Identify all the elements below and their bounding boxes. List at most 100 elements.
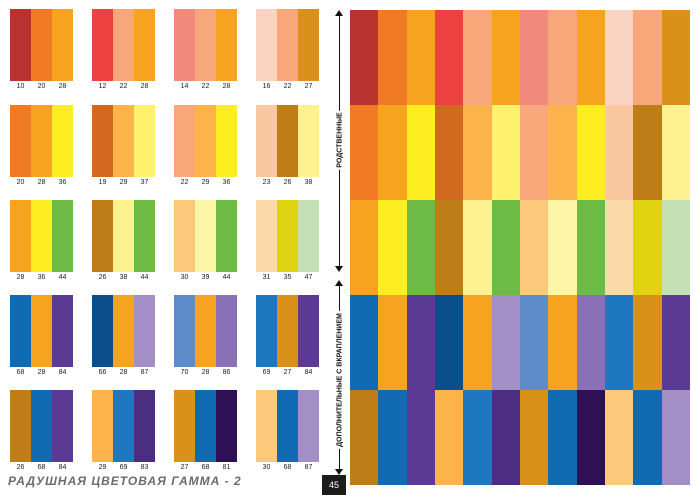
swatch-number: 35: [283, 274, 292, 281]
palette-cell: [406, 10, 435, 105]
swatch-number: 44: [140, 274, 149, 281]
palette-cell: [491, 105, 520, 200]
swatch-numbers: 22 29 36: [174, 178, 237, 188]
swatch-numbers: 28 36 44: [10, 273, 73, 283]
palette-cell: [491, 10, 520, 105]
palette-cell: [378, 295, 407, 390]
swatch-numbers: 27 68 81: [174, 463, 237, 473]
swatch-numbers: 70 28 86: [174, 368, 237, 378]
color-bar: [134, 105, 155, 177]
color-bar: [256, 295, 277, 367]
swatch-number: 20: [16, 179, 25, 186]
swatch-number: 23: [262, 179, 271, 186]
swatch-number: 27: [304, 83, 313, 90]
palette-cell: [605, 10, 634, 105]
color-bar: [195, 105, 216, 177]
swatch-numbers: 26 38 44: [92, 273, 155, 283]
color-bar: [256, 390, 277, 462]
color-bar: [113, 105, 134, 177]
color-bar: [174, 200, 195, 272]
swatch-number: 68: [16, 369, 25, 376]
color-bar: [31, 9, 52, 81]
swatch-number: 27: [180, 464, 189, 471]
palette-cell: [548, 200, 577, 295]
palette-cell: [520, 10, 549, 105]
palette-cell: [548, 390, 577, 485]
swatch-number: 68: [37, 464, 46, 471]
arrow-up-icon: [335, 280, 343, 286]
palette-cell: [378, 105, 407, 200]
palette-cell: [605, 390, 634, 485]
color-bar: [277, 390, 298, 462]
color-bar: [92, 9, 113, 81]
swatch-numbers: 31 35 47: [256, 273, 319, 283]
swatch-number: 86: [222, 369, 231, 376]
palette-cell: [463, 105, 492, 200]
color-bar: [92, 200, 113, 272]
color-bar: [10, 105, 31, 177]
color-bar: [52, 295, 73, 367]
swatch-number: 70: [180, 369, 189, 376]
color-bar: [10, 9, 31, 81]
swatch-number: 38: [304, 179, 313, 186]
swatch-number: 22: [119, 83, 128, 90]
color-bar: [298, 390, 319, 462]
swatch-number: 28: [201, 369, 210, 376]
swatch-number: 87: [140, 369, 149, 376]
color-bar: [10, 390, 31, 462]
color-bar: [277, 295, 298, 367]
color-bar: [31, 390, 52, 462]
swatch-number: 26: [283, 179, 292, 186]
label-complementary: ДОПОЛНИТЕЛЬНЫЕ С ВКРАПЛЕНИЕМ: [336, 311, 344, 449]
palette-cell: [350, 105, 379, 200]
color-bar: [298, 9, 319, 81]
palette-cell: [378, 200, 407, 295]
side-labels: РОДСТВЕННЫЕ ДОПОЛНИТЕЛЬНЫЕ С ВКРАПЛЕНИЕМ: [332, 10, 348, 475]
color-bar: [277, 9, 298, 81]
palette-cell: [520, 390, 549, 485]
swatch-number: 12: [98, 83, 107, 90]
color-bar: [174, 9, 195, 81]
color-swatch: [10, 105, 73, 177]
swatch-number: 27: [283, 369, 292, 376]
color-bar: [195, 295, 216, 367]
color-swatch: [10, 295, 73, 367]
palette-cell: [661, 390, 690, 485]
palette-cell: [435, 390, 464, 485]
color-bar: [134, 200, 155, 272]
color-swatch: [92, 9, 155, 81]
color-swatch: [256, 200, 319, 272]
color-bar: [174, 390, 195, 462]
swatch-numbers: 19 29 37: [92, 178, 155, 188]
palette-cell: [605, 105, 634, 200]
color-bar: [174, 295, 195, 367]
color-swatch: [174, 390, 237, 462]
palette-cell: [576, 295, 605, 390]
palette-cell: [633, 295, 662, 390]
swatch-numbers: 12 22 28: [92, 82, 155, 92]
palette-cell: [378, 390, 407, 485]
color-bar: [113, 9, 134, 81]
palette-cell: [548, 105, 577, 200]
swatch-number: 69: [119, 464, 128, 471]
combined-palette-grid: [350, 10, 690, 485]
swatch-numbers: 30 68 87: [256, 463, 319, 473]
color-bar: [134, 390, 155, 462]
swatch-number: 28: [58, 83, 67, 90]
swatch-number: 83: [140, 464, 149, 471]
color-bar: [298, 200, 319, 272]
swatch-number: 28: [140, 83, 149, 90]
palette-cell: [633, 390, 662, 485]
color-swatch: [174, 200, 237, 272]
swatch-number: 20: [37, 83, 46, 90]
swatch-number: 44: [222, 274, 231, 281]
color-bar: [216, 9, 237, 81]
palette-cell: [576, 105, 605, 200]
swatch-numbers: 23 26 38: [256, 178, 319, 188]
color-swatch: [256, 105, 319, 177]
color-swatch: [10, 9, 73, 81]
swatch-number: 28: [222, 83, 231, 90]
palette-cell: [435, 105, 464, 200]
color-bar: [277, 105, 298, 177]
swatch-number: 14: [180, 83, 189, 90]
